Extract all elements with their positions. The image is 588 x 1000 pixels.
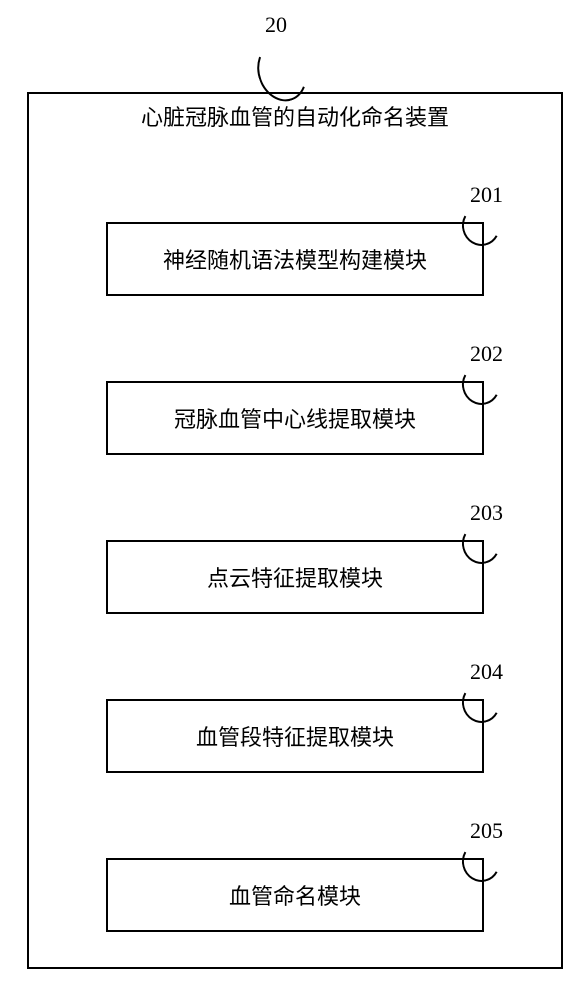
module-box: 血管命名模块	[106, 858, 484, 932]
diagram-main-label: 20	[265, 12, 287, 38]
module-label: 205	[470, 818, 503, 844]
module-text: 血管命名模块	[229, 879, 361, 911]
module-text: 点云特征提取模块	[207, 561, 383, 593]
module-text: 血管段特征提取模块	[196, 720, 394, 752]
module-label: 203	[470, 500, 503, 526]
module-label: 201	[470, 182, 503, 208]
module-label: 204	[470, 659, 503, 685]
module-box: 血管段特征提取模块	[106, 699, 484, 773]
module-text: 神经随机语法模型构建模块	[163, 243, 427, 275]
module-box: 冠脉血管中心线提取模块	[106, 381, 484, 455]
module-text: 冠脉血管中心线提取模块	[174, 402, 416, 434]
module-box: 点云特征提取模块	[106, 540, 484, 614]
module-label: 202	[470, 341, 503, 367]
diagram-title: 心脏冠脉血管的自动化命名装置	[120, 104, 470, 133]
module-box: 神经随机语法模型构建模块	[106, 222, 484, 296]
